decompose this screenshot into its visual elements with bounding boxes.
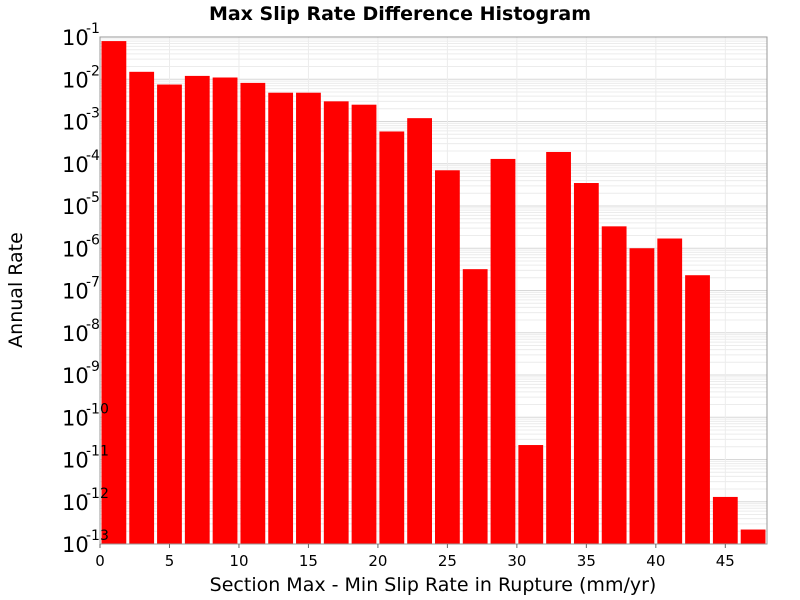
x-axis-ticks: 0 5 10 15 20 25 30 35 40 45: [95, 544, 735, 570]
y-tick: 10-8: [62, 317, 100, 346]
y-tick: 10-5: [62, 190, 100, 219]
y-tick: 10-4: [62, 148, 100, 177]
y-tick: 10-6: [62, 232, 100, 261]
histogram-bar: [379, 131, 405, 544]
y-tick-exponent: -11: [86, 444, 109, 460]
x-tick-label: 30: [507, 552, 526, 570]
y-tick-base: 10: [62, 26, 89, 50]
y-tick-base: 10: [62, 322, 89, 346]
y-axis-label: Annual Rate: [5, 232, 27, 348]
y-tick-exponent: -7: [86, 275, 100, 291]
x-tick-label: 0: [95, 552, 105, 570]
x-tick-label: 20: [368, 552, 387, 570]
histogram-bar: [740, 529, 766, 544]
grid: [99, 37, 767, 545]
y-tick-base: 10: [62, 237, 89, 261]
y-tick-exponent: -10: [86, 401, 109, 417]
y-tick: 10-7: [62, 275, 100, 304]
histogram-bar: [490, 158, 516, 544]
histogram-bar: [240, 82, 266, 545]
y-tick-base: 10: [62, 449, 89, 473]
histogram-bar: [462, 269, 488, 544]
x-tick-label: 25: [438, 552, 457, 570]
histogram-bar: [351, 104, 377, 544]
x-tick-label: 40: [646, 552, 665, 570]
y-tick-base: 10: [62, 533, 89, 557]
y-tick-base: 10: [62, 195, 89, 219]
x-tick-label: 15: [299, 552, 318, 570]
y-tick-exponent: -5: [86, 190, 100, 206]
x-tick-label: 35: [577, 552, 596, 570]
x-axis-label: Section Max - Min Slip Rate in Rupture (…: [210, 574, 657, 596]
y-tick: 10-10: [62, 401, 109, 430]
y-tick-exponent: -9: [86, 359, 100, 375]
y-tick-exponent: -4: [86, 148, 100, 164]
plot-frame: [99, 36, 768, 545]
y-tick-base: 10: [62, 491, 89, 515]
y-tick: 10-12: [62, 486, 109, 515]
histogram-bar: [212, 77, 238, 544]
y-tick-base: 10: [62, 364, 89, 388]
histogram-bar: [268, 92, 294, 544]
histogram-bar: [129, 71, 155, 544]
histogram-bar: [573, 183, 599, 544]
y-tick: 10-9: [62, 359, 100, 388]
y-tick-base: 10: [62, 68, 89, 92]
y-axis-ticks: 10-110-210-310-410-510-610-710-810-910-1…: [62, 21, 109, 557]
histogram-bar: [546, 151, 571, 544]
y-tick: 10-11: [62, 444, 109, 473]
chart-title: Max Slip Rate Difference Histogram: [209, 3, 591, 25]
histogram-bar: [685, 275, 710, 544]
y-tick-base: 10: [62, 406, 89, 430]
y-tick-base: 10: [62, 153, 89, 177]
histogram-bar: [657, 238, 683, 544]
histogram-bar: [407, 118, 432, 544]
histogram-bar: [712, 496, 738, 544]
y-tick-exponent: -13: [86, 528, 109, 544]
x-tick-label: 10: [229, 552, 248, 570]
histogram-bar: [601, 226, 627, 545]
y-tick: 10-13: [62, 528, 109, 557]
histogram-bar: [629, 248, 655, 544]
histogram-bar: [157, 84, 182, 545]
histogram-bar: [435, 170, 460, 544]
y-tick: 10-2: [62, 63, 100, 92]
y-tick: 10-3: [62, 106, 100, 135]
x-tick-label: 5: [165, 552, 175, 570]
x-tick-label: 45: [716, 552, 735, 570]
y-tick-exponent: -6: [86, 232, 100, 248]
y-tick-exponent: -3: [86, 106, 100, 122]
histogram-bar: [323, 101, 349, 545]
histogram-bar: [296, 92, 321, 544]
y-tick-exponent: -1: [86, 21, 100, 37]
y-tick-exponent: -12: [86, 486, 109, 502]
y-tick-exponent: -8: [86, 317, 100, 333]
histogram-bar: [101, 41, 127, 544]
y-tick-base: 10: [62, 111, 89, 135]
bars: [101, 41, 766, 545]
y-tick: 10-1: [62, 21, 100, 50]
y-tick-base: 10: [62, 280, 89, 304]
y-tick-exponent: -2: [86, 63, 100, 79]
histogram-bar: [184, 75, 210, 544]
histogram-bar: [518, 445, 544, 544]
